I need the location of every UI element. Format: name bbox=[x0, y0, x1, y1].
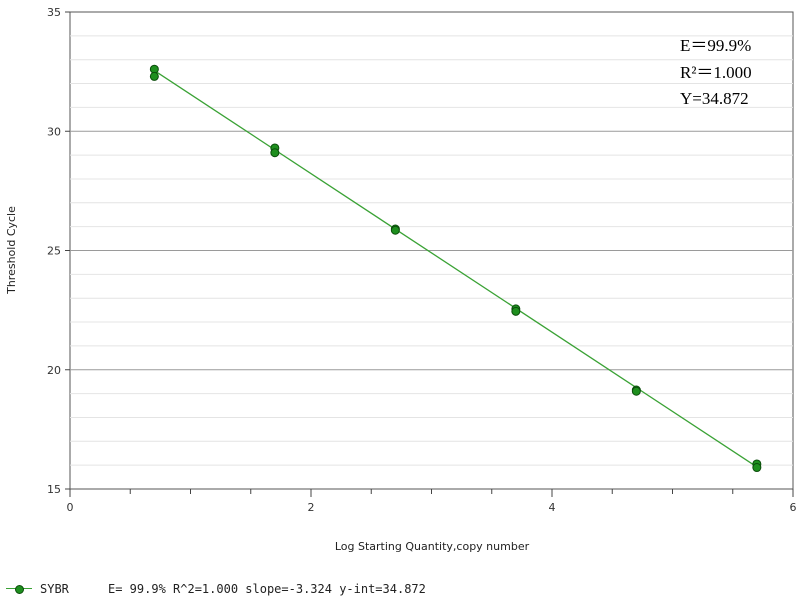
data-point bbox=[511, 306, 521, 316]
legend: SYBR E= 99.9% R^2=1.000 slope=-3.324 y-i… bbox=[6, 581, 426, 597]
y-tick-label: 20 bbox=[47, 364, 61, 377]
fit-line bbox=[153, 70, 758, 468]
gridlines bbox=[70, 35, 793, 466]
annotation-r-squared: R²＝1.000 bbox=[680, 63, 752, 82]
legend-series-stats: E= 99.9% R^2=1.000 slope=-3.324 y-int=34… bbox=[108, 582, 426, 596]
fit-line-group bbox=[153, 70, 758, 468]
y-tick-label: 35 bbox=[47, 6, 61, 19]
x-tick-label: 4 bbox=[549, 501, 556, 514]
data-point bbox=[390, 225, 400, 235]
series-marker-icon bbox=[6, 583, 32, 595]
data-point bbox=[270, 148, 280, 158]
y-tick-label: 25 bbox=[47, 245, 61, 258]
y-axis-label: Threshold Cycle bbox=[5, 206, 18, 295]
data-points bbox=[149, 64, 762, 473]
data-point bbox=[631, 386, 641, 396]
y-tick-label: 15 bbox=[47, 483, 61, 496]
data-point bbox=[149, 71, 159, 81]
data-point bbox=[752, 463, 762, 473]
annotation-efficiency: E＝99.9% bbox=[680, 36, 751, 55]
x-tick-label: 6 bbox=[790, 501, 797, 514]
axis-ticks: 15 20 25 30 35 0 2 4 6 bbox=[47, 6, 797, 514]
plot-area: 15 20 25 30 35 0 2 4 6 Threshold Cycle Log Start… bbox=[5, 6, 797, 553]
legend-series-name: SYBR bbox=[40, 582, 69, 596]
y-tick-label: 30 bbox=[47, 125, 61, 138]
x-tick-label: 0 bbox=[67, 501, 74, 514]
x-tick-label: 2 bbox=[308, 501, 315, 514]
annotation-y-intercept: Y=34.872 bbox=[680, 89, 749, 108]
x-axis-label: Log Starting Quantity,copy number bbox=[335, 540, 530, 553]
